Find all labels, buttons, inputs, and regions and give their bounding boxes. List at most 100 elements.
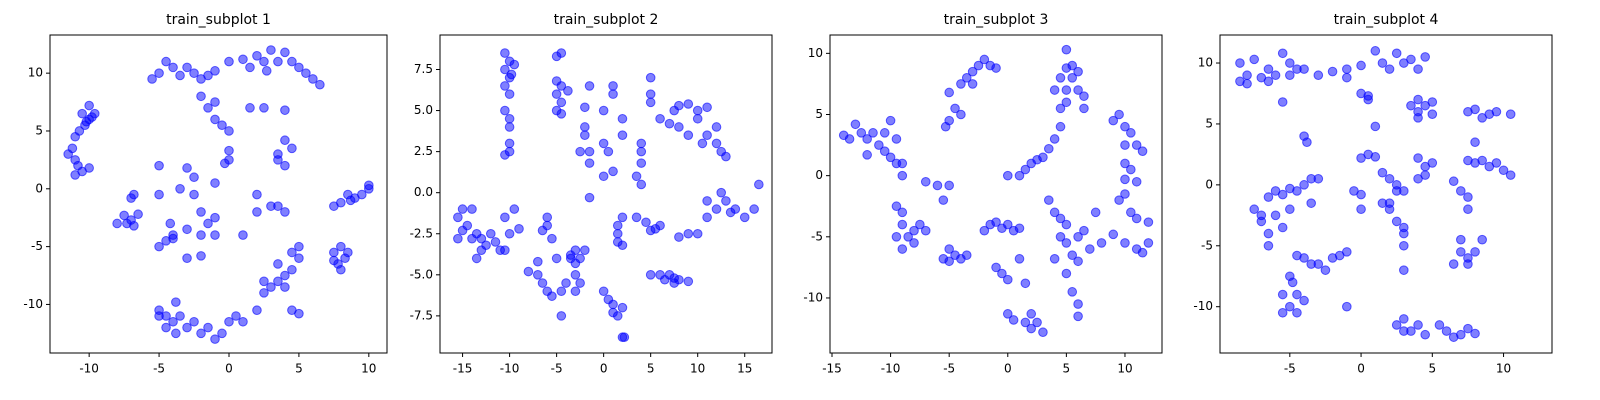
point [1434,320,1445,330]
point [1020,317,1031,328]
point [862,134,872,144]
point [1020,164,1031,175]
point [645,89,656,99]
point [1020,278,1031,289]
point [1320,265,1331,275]
point [580,122,590,132]
point [196,91,206,102]
point [504,228,515,239]
point [692,228,703,239]
point [575,253,585,264]
point [608,81,618,91]
point [203,103,213,113]
point [702,130,712,140]
point [1120,189,1130,199]
point [533,270,543,280]
point [1370,46,1381,56]
point [467,204,477,214]
point [920,176,931,187]
point [245,103,255,113]
point [598,286,609,297]
point [1067,287,1078,297]
point [1049,254,1060,264]
point [940,121,951,132]
point [500,212,510,223]
point [224,145,234,156]
point [154,189,164,200]
point [1256,210,1267,221]
point [1470,328,1480,339]
point [991,262,1001,273]
point [1055,232,1066,242]
x-tick-label: 10 [361,362,376,376]
y-tick-label: 10 [28,66,43,80]
point [453,212,463,223]
point [280,105,290,115]
point [182,322,192,333]
point [1399,326,1409,336]
point [189,172,199,183]
point [565,250,576,260]
x-tick-label: -5 [551,362,563,376]
point [1491,106,1502,117]
point [1285,183,1295,194]
point [1263,228,1274,239]
x-tick-label: -5 [943,362,955,376]
x-tick-label: 5 [295,362,303,376]
axes-frame [49,34,388,354]
point [1073,232,1083,242]
point [909,225,919,236]
point [1061,97,1072,108]
point [84,163,94,173]
point [280,160,290,171]
point [70,170,80,180]
point [702,102,712,113]
point [674,232,684,242]
point [1120,121,1130,132]
point [336,241,346,252]
point [1055,121,1066,132]
point [1399,240,1409,251]
point [1292,250,1302,261]
point [891,134,902,144]
point [1263,76,1274,87]
x-tick-label: 5 [1428,362,1436,376]
point [259,288,269,298]
point [1285,58,1295,68]
point [1143,238,1154,248]
point [1235,58,1245,68]
point [956,79,966,89]
x-tick-label: -10 [881,362,901,376]
point [1285,70,1295,81]
point [189,68,199,78]
point [1292,307,1302,318]
point [844,134,855,144]
point [147,74,157,84]
point [1406,100,1416,111]
y-tick-label: 0 [1205,177,1213,191]
point [944,180,954,191]
y-tick-label: -5 [811,229,823,243]
point [168,316,178,327]
point [287,143,297,154]
x-tick-label: -15 [453,362,473,376]
point [1079,103,1089,114]
point [1363,91,1373,101]
point [1470,137,1480,148]
point [1463,192,1473,202]
point [196,230,206,240]
point [189,189,199,200]
point [537,225,548,236]
point [1420,52,1430,62]
point [1002,309,1013,319]
point [481,240,491,251]
point [154,68,164,78]
point [238,230,248,240]
point [903,232,913,242]
point [612,311,623,321]
point [915,219,925,230]
point [1263,64,1274,74]
point [1356,204,1366,215]
point [210,114,220,125]
point [1306,198,1316,208]
